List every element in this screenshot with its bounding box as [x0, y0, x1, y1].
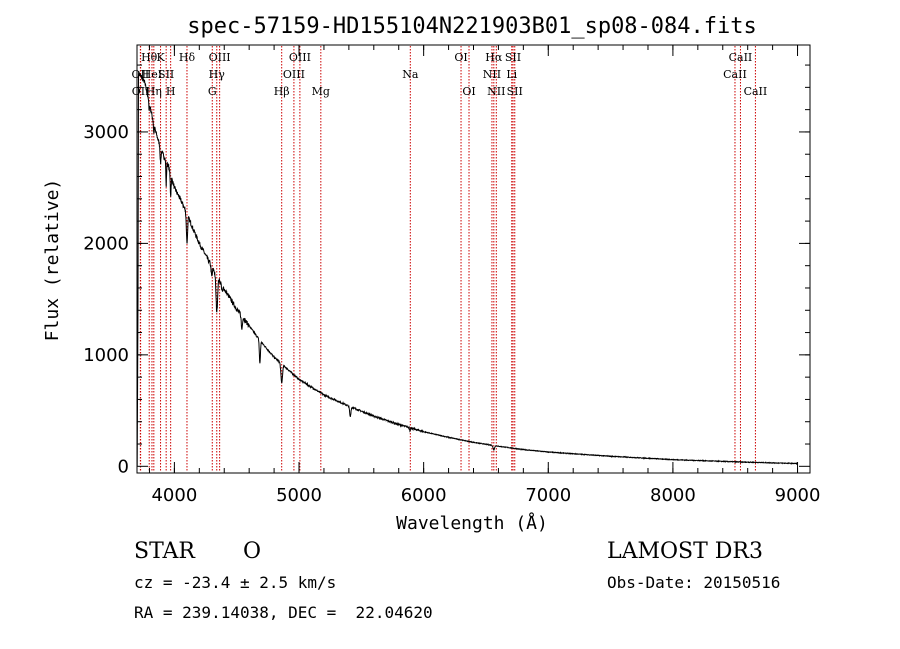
- line-marker-label: K: [156, 51, 165, 64]
- x-tick-label: 4000: [151, 485, 197, 506]
- line-marker-label: OII: [132, 85, 150, 98]
- x-axis-label: Wavelength (Å): [396, 512, 548, 534]
- line-markers: [139, 46, 756, 472]
- y-tick-label: 0: [118, 456, 129, 477]
- object-class: STAR: [134, 539, 195, 564]
- line-marker-label: NII: [483, 68, 501, 81]
- plot-frame: [136, 44, 811, 474]
- line-marker-label: NII: [487, 85, 505, 98]
- line-marker-label: SII: [158, 68, 174, 81]
- redshift-value: cz = -23.4 ± 2.5 km/s: [134, 573, 337, 592]
- y-tick-label: 2000: [83, 233, 129, 254]
- x-tick-label: 7000: [525, 485, 571, 506]
- chart-title: spec-57159-HD155104N221903B01_sp08-084.f…: [187, 14, 757, 39]
- line-marker-label: OIII: [283, 68, 305, 81]
- line-marker-label: OI: [462, 85, 475, 98]
- x-tick-label: 6000: [401, 485, 447, 506]
- y-axis: 0 1000 2000 3000: [83, 64, 810, 477]
- y-tick-label: 1000: [83, 345, 129, 366]
- line-marker-label: OIII: [209, 51, 231, 64]
- obs-date: Obs-Date: 20150516: [607, 573, 781, 592]
- line-marker-label: Hβ: [274, 85, 290, 98]
- line-marker-label: Li: [506, 68, 517, 81]
- line-marker-label: Hα: [485, 51, 503, 64]
- line-marker-label: CaII: [723, 68, 747, 81]
- line-marker-label: Mg: [312, 85, 330, 98]
- line-marker-label: SII: [507, 85, 523, 98]
- line-marker-label: G: [208, 85, 217, 98]
- line-marker-label: CaII: [729, 51, 753, 64]
- survey-name: LAMOST DR3: [607, 539, 763, 564]
- spectrum-chart: spec-57159-HD155104N221903B01_sp08-084.f…: [42, 14, 821, 534]
- line-marker-labels: OIIOIIHθHeIHηKSIIHHδGHγOIIIHβOIIIOIIIMgN…: [132, 51, 768, 98]
- line-marker-label: H: [166, 85, 176, 98]
- line-marker-label: OIII: [289, 51, 311, 64]
- line-marker-label: SII: [505, 51, 521, 64]
- line-marker-label: HeI: [142, 68, 162, 81]
- line-marker-label: Na: [402, 68, 419, 81]
- coordinates: RA = 239.14038, DEC = 22.04620: [134, 603, 433, 622]
- line-marker-label: Hθ: [141, 51, 158, 64]
- x-tick-label: 8000: [650, 485, 696, 506]
- y-axis-label: Flux (relative): [42, 179, 63, 342]
- x-tick-label: 5000: [276, 485, 322, 506]
- line-marker-label: Hγ: [209, 68, 226, 81]
- line-marker-label: OI: [454, 51, 467, 64]
- x-axis: 4000 5000 6000 7000 8000 9000: [148, 45, 821, 506]
- spectrum-line: [136, 71, 798, 467]
- x-tick-label: 9000: [775, 485, 821, 506]
- object-subclass: O: [243, 539, 262, 564]
- line-marker-label: Hδ: [179, 51, 196, 64]
- y-tick-label: 3000: [83, 122, 129, 143]
- line-marker-label: Hη: [146, 85, 162, 98]
- line-marker-label: CaII: [744, 85, 768, 98]
